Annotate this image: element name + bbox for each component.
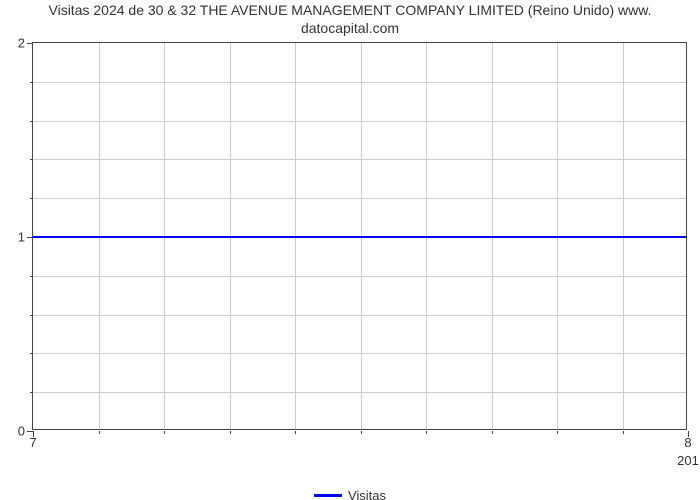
gridline-horizontal <box>33 392 686 393</box>
series-line-visitas <box>33 236 686 238</box>
gridline-horizontal <box>33 315 686 316</box>
y-minor-tick <box>30 159 33 160</box>
y-minor-tick <box>30 82 33 83</box>
chart-container: { "chart": { "type": "line", "title_line… <box>0 0 700 500</box>
legend-label: Visitas <box>348 488 386 500</box>
x-minor-tick <box>99 431 100 434</box>
y-minor-tick <box>30 198 33 199</box>
x-minor-tick <box>426 431 427 434</box>
y-minor-tick <box>30 276 33 277</box>
y-minor-tick <box>30 392 33 393</box>
plot-area: 01278201 <box>32 42 687 430</box>
y-tick <box>27 43 33 44</box>
gridline-horizontal <box>33 353 686 354</box>
y-minor-tick <box>30 121 33 122</box>
y-minor-tick <box>30 315 33 316</box>
gridline-horizontal <box>33 82 686 83</box>
gridline-horizontal <box>33 198 686 199</box>
x-minor-tick <box>230 431 231 434</box>
legend-swatch <box>314 494 342 497</box>
x-sub-label: 201 <box>677 429 699 468</box>
x-minor-tick <box>295 431 296 434</box>
x-minor-tick <box>492 431 493 434</box>
gridline-horizontal <box>33 159 686 160</box>
chart-title-line1: Visitas 2024 de 30 & 32 THE AVENUE MANAG… <box>49 2 652 18</box>
x-minor-tick <box>361 431 362 434</box>
legend-item-visitas: Visitas <box>314 488 386 500</box>
gridline-horizontal <box>33 276 686 277</box>
chart-title: Visitas 2024 de 30 & 32 THE AVENUE MANAG… <box>0 2 700 37</box>
chart-title-line2: datocapital.com <box>301 20 399 36</box>
x-tick <box>33 431 34 437</box>
x-minor-tick <box>164 431 165 434</box>
x-minor-tick <box>557 431 558 434</box>
y-minor-tick <box>30 353 33 354</box>
gridline-horizontal <box>33 121 686 122</box>
x-minor-tick <box>623 431 624 434</box>
legend: Visitas <box>0 484 700 500</box>
